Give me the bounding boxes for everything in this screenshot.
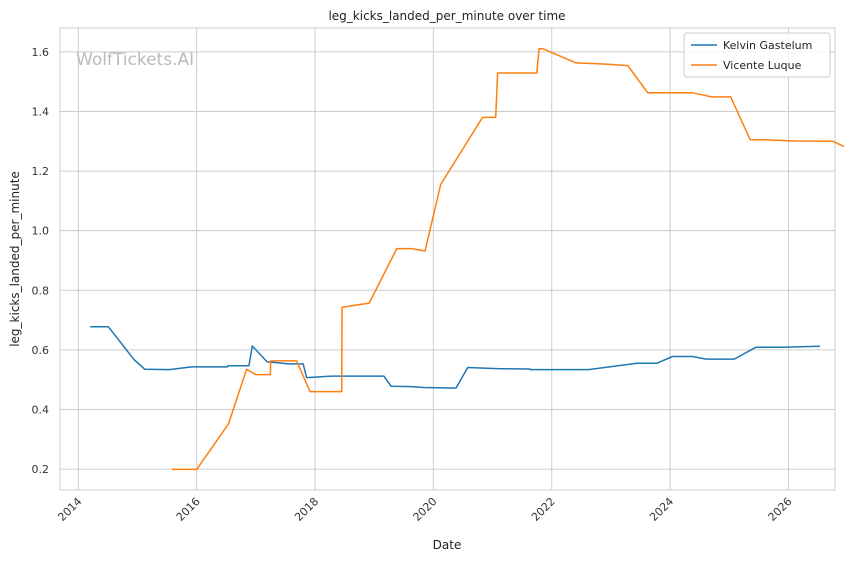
x-tick-label-2026: 2026 bbox=[766, 495, 795, 524]
y-axis-title: leg_kicks_landed_per_minute bbox=[8, 171, 22, 347]
x-tick-label-2020: 2020 bbox=[411, 495, 440, 524]
x-tick-label-2024: 2024 bbox=[647, 495, 676, 524]
y-tick-label-1-2: 1.2 bbox=[32, 165, 50, 178]
legend-label-kelvin-gastelum: Kelvin Gastelum bbox=[723, 39, 812, 52]
series-line-vicente-luque bbox=[171, 47, 844, 471]
x-tick-label-2016: 2016 bbox=[174, 495, 203, 524]
y-tick-label-1-0: 1.0 bbox=[32, 225, 50, 238]
grid bbox=[60, 28, 835, 490]
chart-title: leg_kicks_landed_per_minute over time bbox=[328, 9, 565, 23]
x-tick-label-2018: 2018 bbox=[292, 495, 321, 524]
y-tick-label-0-2: 0.2 bbox=[32, 463, 50, 476]
series-line-kelvin-gastelum bbox=[90, 325, 821, 389]
tick-labels: 2014 2016 2018 2020 2022 2024 2026 0.2 0.4 0.6 0.8… bbox=[32, 46, 795, 524]
x-tick-label-2014: 2014 bbox=[55, 495, 84, 524]
legend-label-vicente-luque: Vicente Luque bbox=[723, 59, 802, 72]
watermark-text: WolfTickets.AI bbox=[76, 50, 194, 70]
plot-area bbox=[59, 27, 836, 491]
legend: Kelvin Gastelum Vicente Luque bbox=[683, 32, 831, 78]
y-tick-label-1-4: 1.4 bbox=[32, 105, 50, 118]
series-lines bbox=[90, 47, 844, 471]
legend-box bbox=[683, 32, 831, 78]
y-tick-label-1-6: 1.6 bbox=[32, 46, 50, 59]
y-tick-label-0-4: 0.4 bbox=[32, 404, 50, 417]
x-tick-label-2022: 2022 bbox=[529, 495, 558, 524]
y-tick-label-0-8: 0.8 bbox=[32, 284, 50, 297]
y-tick-label-0-6: 0.6 bbox=[32, 344, 50, 357]
x-axis-title: Date bbox=[433, 538, 462, 552]
